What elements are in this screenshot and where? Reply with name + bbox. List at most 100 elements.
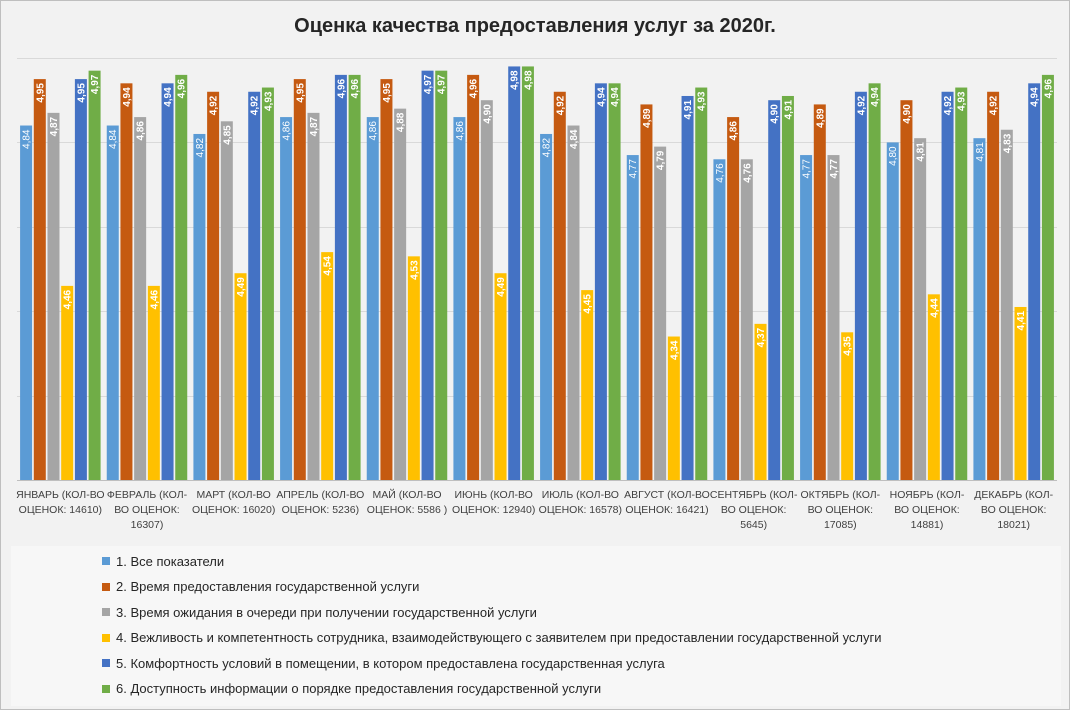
- data-label: 4,84: [22, 129, 33, 149]
- bar: [813, 104, 826, 481]
- bar: [120, 83, 133, 480]
- category-label: ОЦЕНОК: 5586 ): [367, 504, 447, 516]
- data-label: 4,95: [295, 83, 306, 103]
- category-label: 16307): [131, 519, 164, 531]
- legend: 1. Все показатели 2. Время предоставления…: [11, 546, 1061, 706]
- data-label: 4,90: [902, 104, 913, 124]
- bar: [508, 66, 521, 480]
- category-label: ЯНВАРЬ (КОЛ-ВО: [16, 489, 104, 501]
- data-label: 4,93: [697, 91, 708, 111]
- category-label: ОЦЕНОК: 16020): [192, 504, 275, 516]
- bar: [134, 117, 147, 480]
- bar: [307, 112, 320, 481]
- bar: [841, 332, 854, 480]
- bar: [740, 159, 753, 480]
- bar: [914, 138, 927, 480]
- bar: [193, 133, 206, 480]
- bar: [900, 100, 913, 480]
- data-label: 4,82: [195, 138, 206, 158]
- data-label: 4,49: [496, 277, 507, 297]
- data-label: 4,89: [642, 108, 653, 128]
- category-label: 17085): [824, 519, 857, 531]
- data-label: 4,92: [856, 95, 867, 115]
- category-label: ФЕВРАЛЬ (КОЛ-: [107, 489, 188, 501]
- category-label: СЕНТЯБРЬ (КОЛ-: [710, 489, 798, 501]
- data-label: 4,41: [1016, 311, 1027, 331]
- legend-swatch: [102, 582, 110, 591]
- bar: [394, 108, 407, 480]
- data-label: 4,86: [455, 121, 466, 141]
- bar: [608, 83, 621, 480]
- bar: [33, 79, 46, 480]
- data-label: 4,83: [1002, 133, 1013, 153]
- data-label: 4,81: [975, 142, 986, 162]
- data-label: 4,93: [263, 91, 274, 111]
- bar: [768, 100, 781, 480]
- category-label: АВГУСТ (КОЛ-ВО: [624, 489, 710, 501]
- category-label: ИЮНЬ (КОЛ-ВО: [455, 489, 533, 501]
- data-label: 4,77: [628, 159, 639, 179]
- data-label: 4,35: [843, 336, 854, 356]
- bar: [234, 273, 247, 480]
- bar: [175, 74, 188, 480]
- bar: [494, 273, 507, 480]
- bar: [886, 142, 899, 480]
- plot-area: 4,84 4,84 4,82 4,86 4,86 4,86 4,82 4,77 4,76 4,77…: [16, 58, 1057, 531]
- bar: [207, 91, 220, 480]
- data-label: 4,95: [382, 83, 393, 103]
- data-label: 4,80: [888, 146, 899, 166]
- bar: [681, 95, 694, 480]
- bar: [955, 87, 968, 480]
- bar: [754, 323, 767, 480]
- category-label: 5645): [740, 519, 767, 531]
- bar: [61, 285, 74, 480]
- legend-item: 5. Комфортность условий в помещении, в к…: [102, 653, 665, 673]
- bar: [781, 95, 794, 480]
- data-label: 4,79: [656, 150, 667, 170]
- legend-label: 1. Все показатели: [116, 553, 225, 569]
- data-label: 4,90: [770, 104, 781, 124]
- legend-swatch: [102, 659, 110, 667]
- data-label: 4,76: [715, 163, 726, 183]
- legend-swatch: [102, 684, 110, 693]
- data-label: 4,96: [336, 78, 347, 98]
- data-label: 4,95: [35, 83, 46, 103]
- data-label: 4,94: [870, 87, 881, 107]
- legend-item: 4. Вежливость и компетентность сотрудник…: [102, 628, 882, 648]
- category-label: ВО ОЦЕНОК:: [721, 504, 786, 516]
- legend-swatch: [102, 608, 110, 616]
- data-label: 4,92: [989, 95, 1000, 115]
- data-label: 4,97: [423, 74, 434, 94]
- bar: [540, 133, 553, 480]
- bar: [334, 74, 347, 480]
- bar: [941, 91, 954, 480]
- bar: [435, 70, 448, 480]
- bar: [521, 66, 534, 480]
- bar: [827, 155, 840, 480]
- bar: [626, 155, 639, 480]
- bar: [1028, 83, 1041, 480]
- data-label: 4,98: [523, 70, 534, 90]
- bar: [727, 117, 740, 480]
- data-label: 4,96: [469, 78, 480, 98]
- category-label: АПРЕЛЬ (КОЛ-ВО: [276, 489, 364, 501]
- category-label: ОЦЕНОК: 5236): [282, 504, 360, 516]
- bar: [348, 74, 361, 480]
- data-label: 4,94: [163, 87, 174, 107]
- bar: [1041, 74, 1054, 480]
- data-label: 4,84: [569, 129, 580, 149]
- bar: [366, 117, 379, 480]
- data-label: 4,82: [542, 138, 553, 158]
- data-label: 4,89: [815, 108, 826, 128]
- category-label: НОЯБРЬ (КОЛ-: [890, 489, 965, 501]
- bar: [654, 146, 667, 480]
- legend-label: 6. Доступность информации о порядке пред…: [116, 681, 602, 696]
- data-label: 4,45: [583, 294, 594, 314]
- data-label: 4,94: [596, 87, 607, 107]
- data-label: 4,96: [177, 78, 188, 98]
- legend-item: 2. Время предоставления государственной …: [102, 577, 419, 597]
- category-label: МАРТ (КОЛ-ВО: [196, 489, 270, 501]
- data-label: 4,91: [683, 100, 694, 120]
- bar: [421, 70, 434, 480]
